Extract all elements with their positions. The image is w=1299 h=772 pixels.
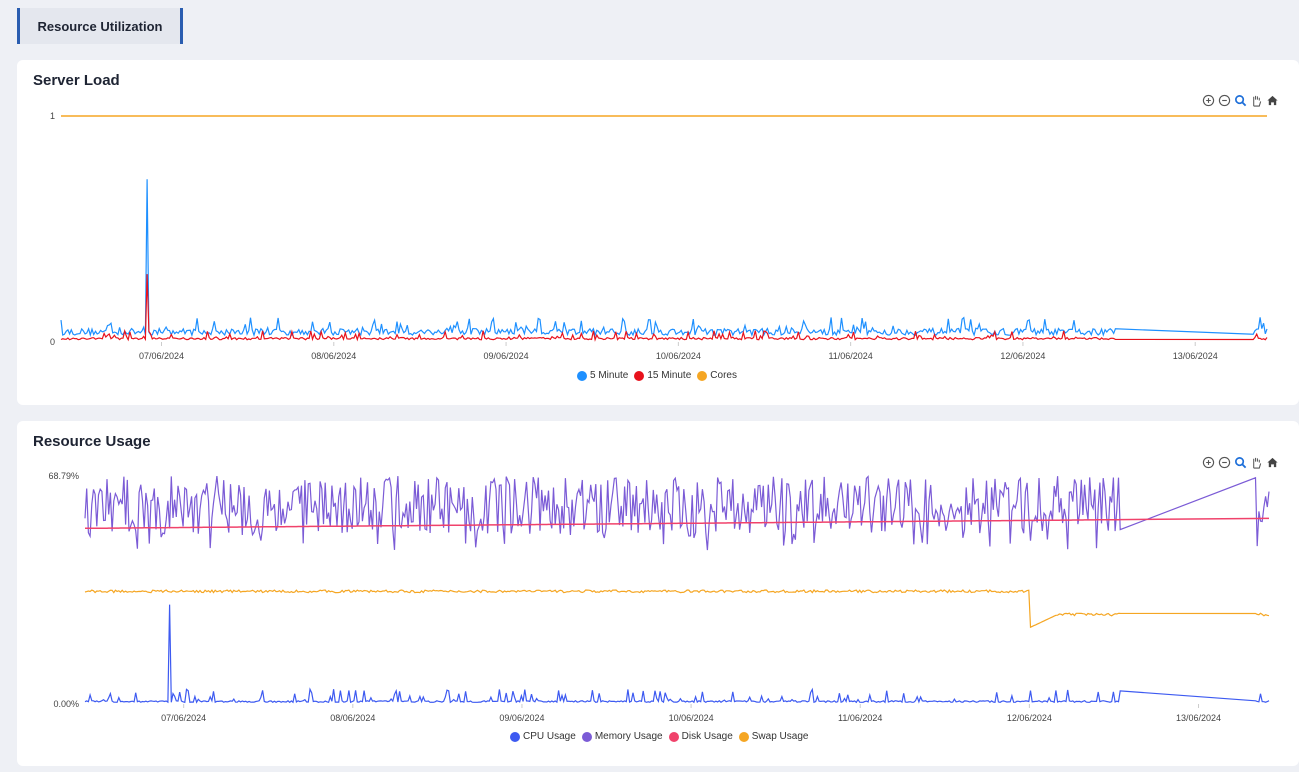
- legend-item-cpu-usage[interactable]: CPU Usage: [510, 731, 576, 742]
- server-load-chart[interactable]: 0 1 07/06/2024 08/06/2024 09/06/2024 10/06/20…: [17, 60, 1299, 405]
- zoom-in-icon[interactable]: [1202, 456, 1215, 469]
- y-tick-label: 1: [50, 111, 55, 121]
- tab-resource-utilization[interactable]: Resource Utilization: [17, 8, 183, 44]
- x-tick-label: 13/06/2024: [1176, 713, 1221, 723]
- series-line-swap-usage: [84, 588, 1270, 629]
- pan-hand-icon[interactable]: [1250, 456, 1263, 469]
- magnifier-icon[interactable]: [1234, 94, 1247, 107]
- zoom-out-icon[interactable]: [1218, 456, 1231, 469]
- legend-marker: [634, 370, 645, 381]
- y-tick-label: 0.00%: [53, 699, 79, 709]
- zoom-in-icon[interactable]: [1202, 94, 1215, 107]
- x-tick-label: 12/06/2024: [1000, 351, 1045, 361]
- x-tick-label: 09/06/2024: [499, 713, 544, 723]
- legend-item-15-minute[interactable]: 15 Minute: [634, 370, 691, 381]
- legend-marker: [738, 731, 749, 742]
- x-tick-label: 07/06/2024: [161, 713, 206, 723]
- legend-marker: [697, 370, 708, 381]
- legend-item-cores[interactable]: Cores: [697, 370, 737, 381]
- server-load-legend: 5 Minute 15 Minute Cores: [577, 370, 737, 381]
- x-tick-label: 08/06/2024: [311, 351, 356, 361]
- x-tick-label: 11/06/2024: [828, 351, 872, 361]
- resource-usage-title: Resource Usage: [33, 433, 151, 450]
- series-line-disk-usage: [85, 517, 1269, 530]
- y-tick-label: 0: [50, 337, 55, 347]
- legend-marker: [581, 731, 592, 742]
- legend-marker: [577, 370, 587, 381]
- legend-marker: [668, 731, 679, 742]
- resource-usage-chart[interactable]: 0.00% 68.79% 07/06/2024 08/06/2024 09/06/202…: [17, 421, 1299, 766]
- resource-usage-card: Resource Usage 0.00% 68.79% 07/06/2024 08/0…: [17, 421, 1299, 766]
- resource-usage-legend: CPU Usage Memory Usage Disk Usage Swap U…: [510, 731, 808, 742]
- home-reset-icon[interactable]: [1266, 94, 1279, 107]
- magnifier-icon[interactable]: [1234, 456, 1247, 469]
- server-load-card: Server Load 0 1 07/06/2024 08/06/2024 09/06/…: [17, 60, 1299, 405]
- x-tick-label: 10/06/2024: [669, 713, 714, 723]
- chart-toolbar: [1202, 456, 1279, 469]
- series-line-5-minute: [60, 179, 1268, 338]
- series-line-15-minute: [60, 274, 1268, 342]
- legend-item-disk-usage[interactable]: Disk Usage: [668, 731, 733, 742]
- home-reset-icon[interactable]: [1266, 456, 1279, 469]
- legend-marker: [510, 731, 520, 742]
- tab-label: Resource Utilization: [37, 18, 163, 34]
- legend-item-swap-usage[interactable]: Swap Usage: [738, 731, 808, 742]
- x-tick-label: 09/06/2024: [484, 351, 529, 361]
- series-line-memory-usage: [84, 475, 1270, 551]
- zoom-out-icon[interactable]: [1218, 94, 1231, 107]
- pan-hand-icon[interactable]: [1250, 94, 1263, 107]
- legend-item-memory-usage[interactable]: Memory Usage: [581, 731, 663, 742]
- series-line-cpu-usage: [84, 604, 1270, 704]
- legend-item-5-minute[interactable]: 5 Minute: [577, 370, 628, 381]
- x-tick-label: 13/06/2024: [1173, 351, 1218, 361]
- x-tick-label: 12/06/2024: [1007, 713, 1052, 723]
- x-tick-label: 10/06/2024: [656, 351, 701, 361]
- y-tick-label: 68.79%: [48, 471, 79, 481]
- chart-toolbar: [1202, 94, 1279, 107]
- x-tick-label: 08/06/2024: [330, 713, 375, 723]
- server-load-title: Server Load: [33, 72, 120, 89]
- x-tick-label: 07/06/2024: [139, 351, 184, 361]
- x-tick-label: 11/06/2024: [838, 713, 882, 723]
